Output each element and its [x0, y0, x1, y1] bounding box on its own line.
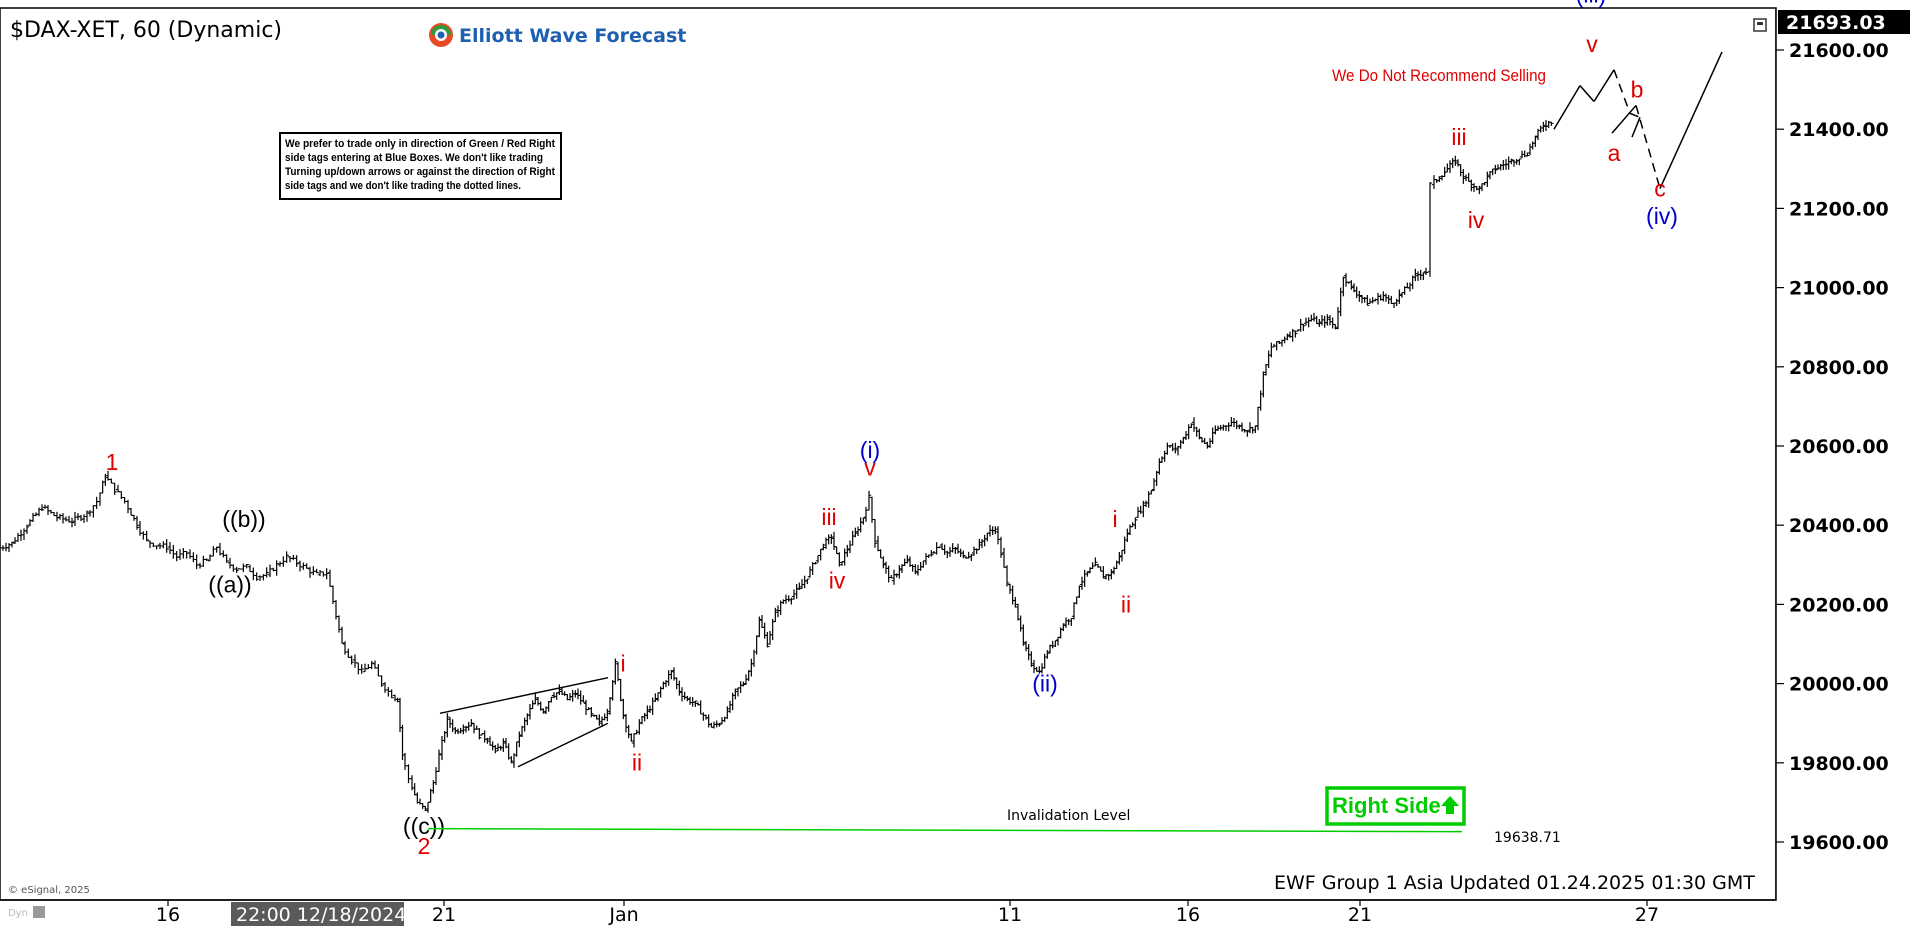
- wave-label: v: [864, 455, 876, 481]
- wave-label: ii: [632, 750, 642, 776]
- right-side-label: Right Side: [1332, 793, 1441, 818]
- wave-label: b: [1631, 77, 1644, 103]
- brand-name: Elliott Wave Forecast: [459, 25, 686, 47]
- wave-label: 1: [106, 449, 119, 475]
- projection-segment: [1553, 85, 1581, 130]
- price-bars: [0, 119, 1554, 813]
- projection-segment: [1593, 69, 1615, 102]
- invalidation-value: 19638.71: [1494, 830, 1561, 846]
- price-axis-panel: [1776, 8, 1912, 900]
- recommendation-text: We Do Not Recommend Selling: [1332, 66, 1546, 85]
- price-tick-label: 21400.00: [1789, 119, 1889, 141]
- brand-logo: [429, 23, 453, 47]
- price-tick-label: 21000.00: [1789, 278, 1889, 300]
- price-tick-label: 19600.00: [1789, 832, 1889, 854]
- price-tick-label: 20000.00: [1789, 674, 1889, 696]
- wedge-lines: [439, 676, 609, 768]
- chart-frame: [0, 7, 1777, 901]
- projection-segment: [1629, 112, 1641, 119]
- price-axis-ticks: 21600.00 21400.00 21200.00 21000.00 20800.00…: [1776, 40, 1889, 854]
- wave-label: v: [1586, 31, 1598, 57]
- last-price-value: 21693.03: [1786, 12, 1886, 34]
- wave-label: iii: [1451, 124, 1466, 150]
- copyright-text: © eSignal, 2025: [8, 885, 90, 896]
- wave-label: i: [620, 651, 625, 677]
- projection-segment: [1613, 69, 1631, 114]
- wave-label: iii: [821, 504, 836, 530]
- wave-label: (iii): [1576, 0, 1607, 7]
- wave-label: a: [1608, 140, 1621, 166]
- date-cursor-box: [231, 902, 404, 926]
- price-tick-label: 20800.00: [1789, 357, 1889, 379]
- wave-label: ii: [1121, 591, 1131, 617]
- wave-labels: 1((b))((a))((c))2iiiiiiiv(i)v(ii)iiiiiii…: [106, 0, 1678, 859]
- wave-label: iv: [829, 568, 846, 594]
- time-tick-label: 21: [1348, 904, 1372, 926]
- note-line-3: Turning up/down arrows or against the di…: [285, 166, 555, 178]
- note-line-4: side tags and we don't like trading the …: [285, 180, 521, 192]
- time-tick-label: 16: [156, 904, 180, 926]
- wave-label: (iv): [1646, 203, 1678, 229]
- maximize-icon-inner: [1757, 22, 1763, 25]
- time-tick-label: 11: [998, 904, 1022, 926]
- projection-segment: [1611, 104, 1637, 134]
- wave-label: (ii): [1032, 671, 1058, 697]
- projection-segment: [1631, 117, 1641, 138]
- price-tick-label: 21600.00: [1789, 40, 1889, 62]
- wave-label: i: [1112, 506, 1117, 532]
- price-tick-label: 19800.00: [1789, 753, 1889, 775]
- wave-label: 2: [418, 833, 431, 859]
- wave-label: ((c)): [403, 813, 445, 839]
- wedge-line: [439, 676, 609, 714]
- price-tick-label: 20200.00: [1789, 594, 1889, 616]
- price-tick-label: 20400.00: [1789, 515, 1889, 537]
- wave-label: (i): [860, 437, 880, 463]
- invalidation-label: Invalidation Level: [1007, 808, 1130, 824]
- last-price-tag: [1778, 10, 1910, 34]
- chart-title: $DAX-XET, 60 (Dynamic): [10, 18, 282, 43]
- wave-label: c: [1654, 176, 1666, 202]
- time-tick-label: 16: [1176, 904, 1200, 926]
- note-line-2: side tags entering at Blue Boxes. We don…: [285, 152, 543, 164]
- wave-label: ((b)): [222, 506, 265, 532]
- price-tick-label: 21200.00: [1789, 198, 1889, 220]
- wave-label: ((a)): [208, 572, 251, 598]
- projection-path: [1553, 51, 1723, 189]
- time-tick-label: 27: [1635, 904, 1659, 926]
- arrow-up-icon: [1441, 796, 1459, 814]
- wedge-line: [517, 722, 609, 768]
- corner-icon: [33, 906, 45, 918]
- projection-segment: [1579, 85, 1595, 102]
- price-tick-label: 20600.00: [1789, 436, 1889, 458]
- time-tick-label: 21: [432, 904, 456, 926]
- time-tick-label: Jan: [608, 904, 638, 926]
- projection-segment: [1659, 51, 1723, 189]
- note-box: [279, 132, 562, 200]
- note-line-1: We prefer to trade only in direction of …: [285, 138, 555, 150]
- time-axis-ticks: 16 21 Jan 11 16 21 27: [156, 900, 1659, 926]
- date-cursor-label: 22:00 12/18/2024: [236, 904, 406, 926]
- update-stamp: EWF Group 1 Asia Updated 01.24.2025 01:3…: [1274, 872, 1755, 894]
- corner-tag: Dyn: [8, 908, 28, 919]
- wave-label: iv: [1468, 207, 1485, 233]
- invalidation-line: [427, 827, 1463, 833]
